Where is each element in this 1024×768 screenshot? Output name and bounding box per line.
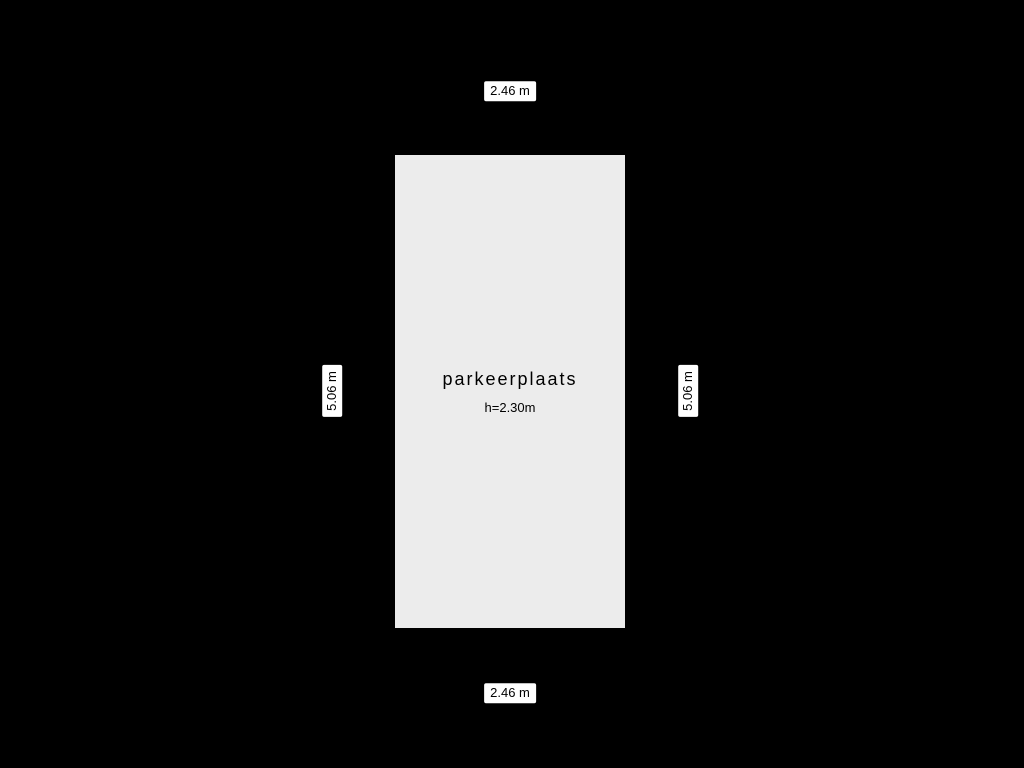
room-height-label: h=2.30m: [485, 400, 536, 415]
dimension-left: 5.06 m: [322, 365, 342, 417]
dimension-right: 5.06 m: [678, 365, 698, 417]
dimension-top: 2.46 m: [484, 81, 536, 101]
dimension-bottom: 2.46 m: [484, 683, 536, 703]
room-title: parkeerplaats: [442, 369, 577, 390]
floorplan-room: parkeerplaats h=2.30m: [395, 155, 625, 628]
